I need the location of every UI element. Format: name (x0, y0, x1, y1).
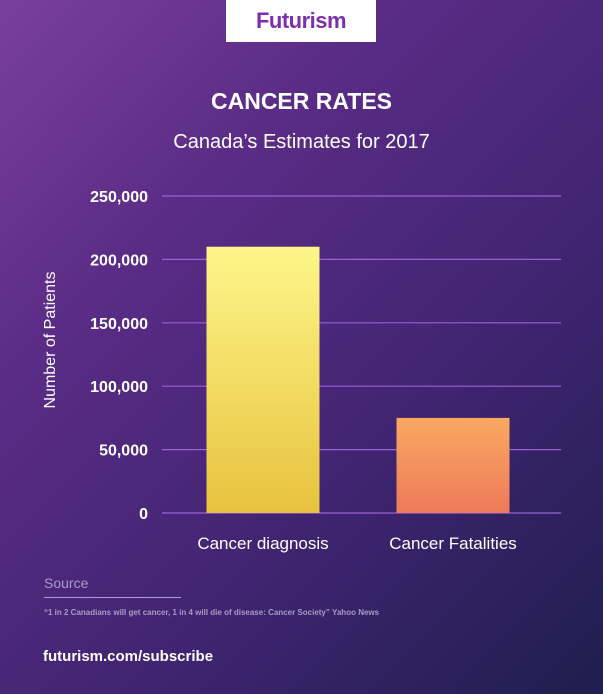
source-divider (44, 597, 181, 598)
y-tick-label: 200,000 (90, 252, 148, 269)
source-label: Source (44, 575, 89, 591)
source-text: “1 in 2 Canadians will get cancer, 1 in … (44, 608, 380, 617)
bar-fatalities (396, 417, 510, 513)
x-tick-label: Cancer Fatalities (389, 534, 517, 553)
x-tick-label: Cancer diagnosis (197, 534, 328, 553)
y-tick-label: 50,000 (99, 443, 148, 460)
chart-title: CANCER RATES (210, 88, 393, 114)
subscribe-link[interactable]: futurism.com/subscribe (43, 648, 214, 665)
y-tick-label: 150,000 (90, 316, 148, 333)
chart-subtitle: Canada’s Estimates for 2017 (173, 131, 430, 153)
y-tick-label: 250,000 (90, 189, 148, 206)
y-axis-label: Number of Patients (42, 272, 59, 409)
y-tick-label: 0 (139, 506, 148, 523)
futurism-logo: Futurism (226, 0, 376, 42)
y-tick-label: 100,000 (90, 379, 148, 396)
bar-diagnosis (206, 246, 320, 513)
